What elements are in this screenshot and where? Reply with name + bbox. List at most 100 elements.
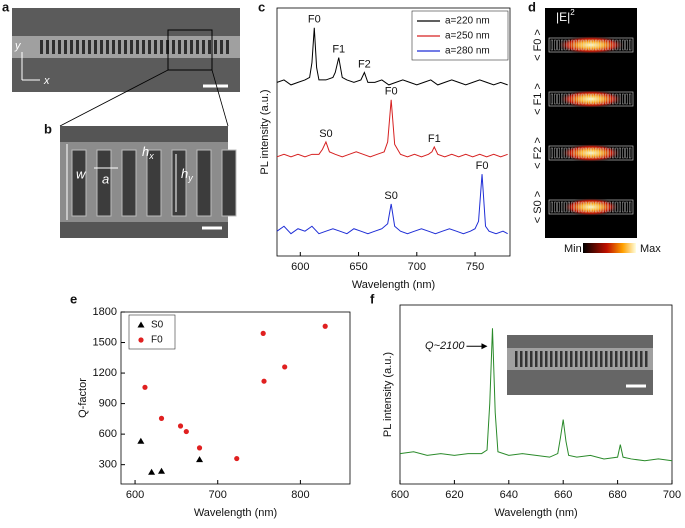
hole <box>208 40 211 54</box>
hole <box>590 351 593 367</box>
hole <box>635 351 638 367</box>
peak-label: F1 <box>428 133 441 145</box>
hole <box>554 93 557 105</box>
hole <box>571 39 574 51</box>
colorbar-label: Min <box>564 243 582 255</box>
hole <box>584 39 587 51</box>
hole <box>96 149 112 217</box>
hole <box>214 40 217 54</box>
hole <box>580 351 583 367</box>
hole <box>588 147 591 159</box>
dimension-sub: y <box>187 173 193 183</box>
y-tick-label: 1800 <box>93 306 117 318</box>
hole <box>58 40 61 54</box>
point <box>196 456 204 463</box>
hole <box>560 351 563 367</box>
hole <box>118 40 121 54</box>
hole <box>46 40 49 54</box>
hole <box>595 93 598 105</box>
hole <box>124 40 127 54</box>
hole <box>595 147 598 159</box>
hole <box>620 351 623 367</box>
hole <box>64 40 67 54</box>
hole <box>612 39 615 51</box>
hole <box>154 40 157 54</box>
hole <box>564 39 567 51</box>
point <box>158 467 166 474</box>
point <box>183 428 189 435</box>
hole <box>571 93 574 105</box>
hole <box>554 39 557 51</box>
hole <box>622 93 625 105</box>
hole <box>148 40 151 54</box>
peak-label: S0 <box>384 190 397 202</box>
hole <box>520 351 523 367</box>
hole <box>584 201 587 213</box>
hole <box>605 93 608 105</box>
hole <box>540 351 543 367</box>
hole <box>629 147 632 159</box>
hole <box>588 39 591 51</box>
field-glow <box>559 90 623 108</box>
peak-label: F1 <box>332 44 345 56</box>
hole <box>564 93 567 105</box>
hole <box>581 93 584 105</box>
dimension-label: h <box>142 144 149 159</box>
hole <box>612 201 615 213</box>
hole <box>618 39 621 51</box>
hole <box>629 201 632 213</box>
hole <box>622 39 625 51</box>
hole <box>625 39 628 51</box>
hole <box>588 201 591 213</box>
hole <box>52 40 55 54</box>
field-glow <box>563 198 619 216</box>
hole <box>106 40 109 54</box>
hole <box>70 40 73 54</box>
point <box>260 330 266 336</box>
field-glow <box>561 144 621 162</box>
panel-a: y x a <box>2 0 240 127</box>
hole <box>598 93 601 105</box>
holes <box>40 40 229 54</box>
x-tick-label: 620 <box>445 489 463 501</box>
hole <box>618 201 621 213</box>
plot-frame <box>399 304 673 485</box>
hole <box>202 40 205 54</box>
hole <box>622 201 625 213</box>
x-axis-label: Wavelength (nm) <box>352 279 435 291</box>
hole <box>625 201 628 213</box>
hole <box>76 40 79 54</box>
hole <box>581 39 584 51</box>
panel-label: b <box>44 121 52 136</box>
hole <box>598 201 601 213</box>
dimension-label: h <box>181 166 188 181</box>
panel-d: |E|2 Min Max d <box>528 0 661 255</box>
hole <box>605 147 608 159</box>
map-title-sup: 2 <box>570 8 575 17</box>
hole <box>146 149 162 217</box>
hole <box>612 93 615 105</box>
hole <box>591 201 594 213</box>
hole <box>601 93 604 105</box>
panel-label: d <box>528 0 536 14</box>
hole <box>608 147 611 159</box>
hole <box>557 93 560 105</box>
x-tick-label: 600 <box>391 489 409 501</box>
point <box>234 455 240 462</box>
hole <box>591 147 594 159</box>
legend-label: S0 <box>151 320 164 331</box>
y-tick-label: 1500 <box>93 336 117 348</box>
plot-frame <box>276 7 511 257</box>
hole <box>574 39 577 51</box>
hole <box>625 147 628 159</box>
hole <box>555 351 558 367</box>
hole <box>595 351 598 367</box>
x-tick-label: 700 <box>209 489 227 501</box>
dimension-label: w <box>76 166 87 181</box>
point <box>142 384 148 390</box>
legend-label: a=220 nm <box>445 16 490 27</box>
hole <box>561 147 564 159</box>
panel-label: a <box>2 0 10 14</box>
hole <box>557 147 560 159</box>
